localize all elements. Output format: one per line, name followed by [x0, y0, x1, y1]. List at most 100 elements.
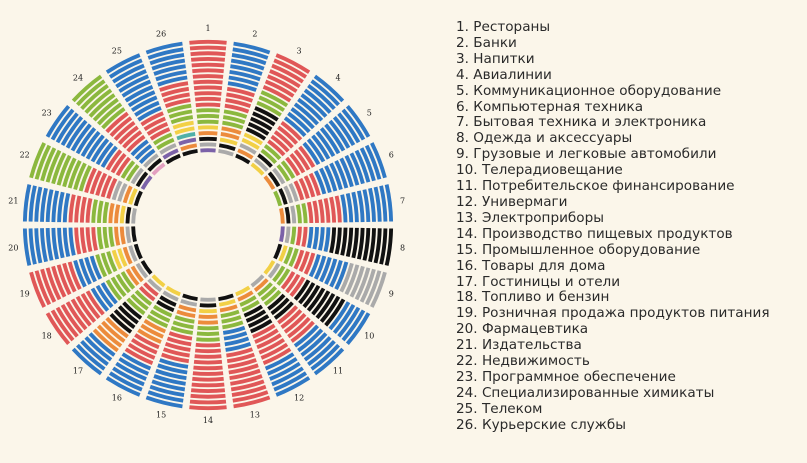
sector-3-ring [235, 153, 251, 165]
sector-4-ring [300, 93, 328, 118]
legend-item: 20. Фармацевтика [456, 321, 589, 338]
sector-11-ring [280, 309, 303, 329]
sector-21-ring [125, 206, 132, 224]
sector-7-ring [306, 201, 314, 224]
sector-22-ring [51, 152, 67, 185]
sector-number-label: 10 [364, 331, 374, 340]
sector-22-ring [34, 144, 52, 180]
sector-5-ring [293, 149, 311, 171]
sector-25-ring [108, 58, 143, 79]
sector-18-ring [110, 276, 127, 297]
sector-23-ring [90, 138, 110, 163]
sector-21-ring [91, 199, 98, 223]
sector-13-ring [218, 299, 236, 307]
sector-20-ring [62, 227, 71, 258]
sector-22-ring [73, 162, 87, 191]
sector-number-label: 17 [73, 367, 83, 376]
sector-26-ring [147, 47, 184, 60]
sector-16-ring [156, 300, 175, 313]
sector-23-ring [85, 134, 105, 160]
sector-25-ring [118, 74, 150, 93]
sector-number-label: 16 [112, 394, 122, 403]
sector-6-ring [349, 152, 365, 185]
sector-19-ring [100, 252, 113, 275]
sector-26-ring [182, 148, 198, 157]
sector-22-ring [56, 154, 72, 186]
sector-19-ring [34, 270, 52, 306]
sector-19-ring [95, 254, 108, 278]
sector-12-ring [254, 328, 279, 344]
sector-17-ring [105, 316, 129, 339]
sector-3-ring [241, 137, 260, 150]
sector-17-ring [147, 278, 163, 292]
sector-22-ring [84, 167, 97, 193]
sector-8-ring [340, 227, 348, 256]
sector-23-ring [140, 175, 153, 190]
sector-12-ring [269, 361, 301, 381]
sector-14-ring [195, 342, 221, 348]
sector-17-ring [84, 336, 113, 362]
sector-7-ring [384, 184, 394, 222]
sector-12-ring [258, 338, 286, 355]
sector-number-label: 8 [400, 244, 405, 253]
sector-9-ring [329, 259, 343, 288]
sector-23-ring [55, 112, 79, 144]
legend-item: 6. Компьютерная техника [456, 98, 644, 115]
sector-21-ring [79, 196, 87, 223]
sector-number-label: 18 [42, 331, 52, 340]
sector-1-ring [197, 119, 219, 125]
sector-24-ring [80, 83, 109, 110]
sector-10-ring [272, 265, 286, 283]
sector-2-ring [222, 115, 246, 125]
sector-15-ring [174, 315, 195, 324]
sector-21-ring [85, 197, 93, 223]
sector-19-ring [78, 258, 92, 285]
sector-7-ring [284, 206, 291, 224]
sector-3-ring [239, 143, 257, 155]
sector-24-ring [88, 93, 116, 118]
sector-16-ring [143, 319, 167, 334]
sector-6-ring [339, 157, 354, 188]
sector-23-ring [50, 108, 75, 141]
sector-4-ring [250, 162, 265, 176]
sector-number-label: 14 [203, 416, 213, 425]
sector-25-ring [159, 143, 177, 155]
sector-19-ring [128, 245, 138, 262]
sector-8-ring [345, 227, 354, 258]
sector-6-ring [283, 185, 294, 204]
sector-10-ring [332, 304, 356, 334]
sector-26-ring [151, 58, 186, 71]
sector-12-ring [239, 295, 257, 307]
sector-8-ring [295, 226, 302, 246]
sector-24-ring [130, 139, 149, 157]
sector-16-ring [130, 338, 158, 355]
sector-11-ring [283, 312, 307, 334]
sector-number-label: 26 [156, 30, 166, 39]
sector-17-ring [138, 285, 156, 302]
sector-25-ring [146, 121, 169, 136]
sector-11-ring [250, 274, 265, 288]
sector-13-ring [222, 325, 246, 335]
sector-13-ring [220, 309, 240, 318]
sector-3-ring [245, 127, 267, 141]
sector-21-ring [28, 185, 37, 222]
sector-7-ring [290, 205, 297, 224]
sector-18-ring [135, 262, 149, 279]
sector-19-ring [122, 246, 133, 265]
sector-13-ring [225, 341, 252, 352]
sector-number-label: 5 [367, 109, 372, 118]
sector-11-ring [267, 293, 286, 311]
sector-15-ring [161, 352, 190, 364]
sector-6-ring [364, 144, 382, 180]
sector-17-ring [151, 274, 166, 288]
sector-19-ring [56, 264, 72, 296]
sector-12-ring [260, 342, 289, 360]
sector-number-label: 24 [73, 73, 83, 82]
sector-18-ring [95, 284, 114, 309]
sector-26-ring [157, 75, 188, 87]
sector-10-ring [280, 271, 296, 290]
sector-21-ring [57, 191, 65, 223]
sector-24-ring [97, 102, 123, 126]
sector-26-ring [176, 132, 196, 141]
sector-22-ring [133, 190, 143, 207]
